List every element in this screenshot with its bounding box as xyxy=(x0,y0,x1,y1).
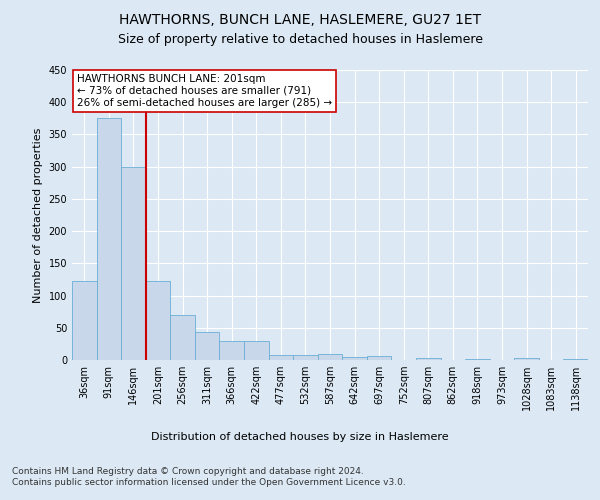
Bar xyxy=(416,358,440,360)
Bar xyxy=(293,355,318,360)
Bar xyxy=(563,358,588,360)
Bar xyxy=(514,358,539,360)
Bar xyxy=(121,166,146,360)
Bar xyxy=(146,280,170,360)
Bar xyxy=(244,342,269,360)
Text: HAWTHORNS, BUNCH LANE, HASLEMERE, GU27 1ET: HAWTHORNS, BUNCH LANE, HASLEMERE, GU27 1… xyxy=(119,12,481,26)
Bar xyxy=(367,356,391,360)
Text: HAWTHORNS BUNCH LANE: 201sqm
← 73% of detached houses are smaller (791)
26% of s: HAWTHORNS BUNCH LANE: 201sqm ← 73% of de… xyxy=(77,74,332,108)
Bar xyxy=(97,118,121,360)
Bar xyxy=(318,354,342,360)
Y-axis label: Number of detached properties: Number of detached properties xyxy=(33,128,43,302)
Bar xyxy=(269,355,293,360)
Text: Distribution of detached houses by size in Haslemere: Distribution of detached houses by size … xyxy=(151,432,449,442)
Bar xyxy=(170,315,195,360)
Bar xyxy=(342,357,367,360)
Bar xyxy=(220,342,244,360)
Bar xyxy=(72,282,97,360)
Bar xyxy=(465,358,490,360)
Text: Size of property relative to detached houses in Haslemere: Size of property relative to detached ho… xyxy=(118,32,482,46)
Bar xyxy=(195,332,220,360)
Text: Contains HM Land Registry data © Crown copyright and database right 2024.
Contai: Contains HM Land Registry data © Crown c… xyxy=(12,468,406,487)
